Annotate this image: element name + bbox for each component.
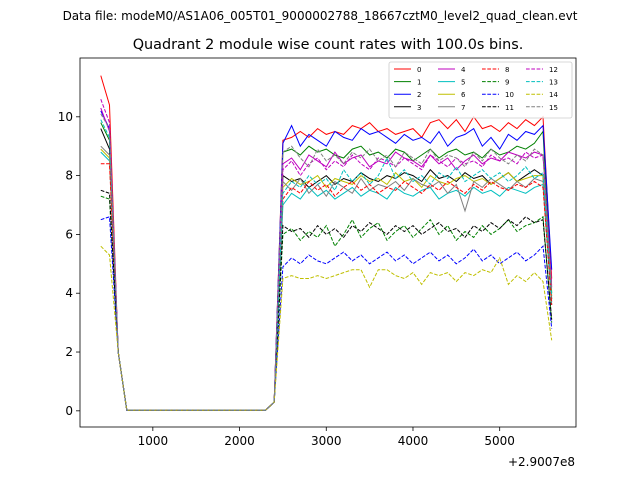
- axes-frame: [79, 57, 577, 428]
- series-line-8: [100, 163, 553, 411]
- y-tick-label: 4: [65, 286, 73, 300]
- legend-label-12: 12: [549, 66, 558, 74]
- legend-box: [388, 61, 573, 119]
- series-line-14: [100, 245, 553, 411]
- series-line-13: [100, 119, 553, 411]
- legend-label-2: 2: [417, 91, 421, 99]
- y-tick-label: 2: [65, 345, 73, 359]
- legend-label-14: 14: [549, 91, 558, 99]
- legend-label-8: 8: [505, 66, 509, 74]
- series-line-9: [100, 195, 553, 411]
- legend-label-9: 9: [505, 79, 509, 87]
- legend-label-10: 10: [505, 91, 514, 99]
- x-tick-label: 2000: [224, 434, 255, 448]
- legend-label-15: 15: [549, 104, 558, 112]
- legend-label-5: 5: [461, 79, 465, 87]
- x-tick-label: 3000: [311, 434, 342, 448]
- axis-ticks: 1000 2000 3000 4000 5000 0 2 4 6 8 10: [58, 110, 515, 448]
- y-tick-label: 6: [65, 227, 73, 241]
- legend-label-7: 7: [461, 104, 465, 112]
- series-line-10: [100, 216, 553, 411]
- series-line-11: [100, 189, 553, 411]
- legend-label-4: 4: [461, 66, 466, 74]
- x-offset-label: +2.9007e8: [508, 455, 575, 469]
- series-line-6: [100, 148, 553, 411]
- series-line-5: [100, 151, 553, 411]
- x-tick-label: 1000: [138, 434, 169, 448]
- y-tick-label: 8: [65, 169, 73, 183]
- legend-label-6: 6: [461, 91, 466, 99]
- plot-series-group: [100, 75, 553, 411]
- chart-title: Quadrant 2 module wise count rates with …: [133, 37, 524, 53]
- y-tick-label: 0: [65, 404, 73, 418]
- x-tick-label: 5000: [484, 434, 515, 448]
- legend-label-13: 13: [549, 79, 558, 87]
- x-tick-label: 4000: [398, 434, 429, 448]
- legend-label-0: 0: [417, 66, 421, 74]
- series-line-15: [100, 113, 553, 411]
- series-line-0: [100, 75, 553, 411]
- legend-label-1: 1: [417, 79, 421, 87]
- series-line-1: [100, 122, 553, 411]
- legend-label-11: 11: [505, 104, 514, 112]
- y-tick-label: 10: [58, 110, 73, 124]
- legend-label-3: 3: [417, 104, 421, 112]
- figure-suptitle: Data file: modeM0/AS1A06_005T01_90000027…: [63, 9, 578, 23]
